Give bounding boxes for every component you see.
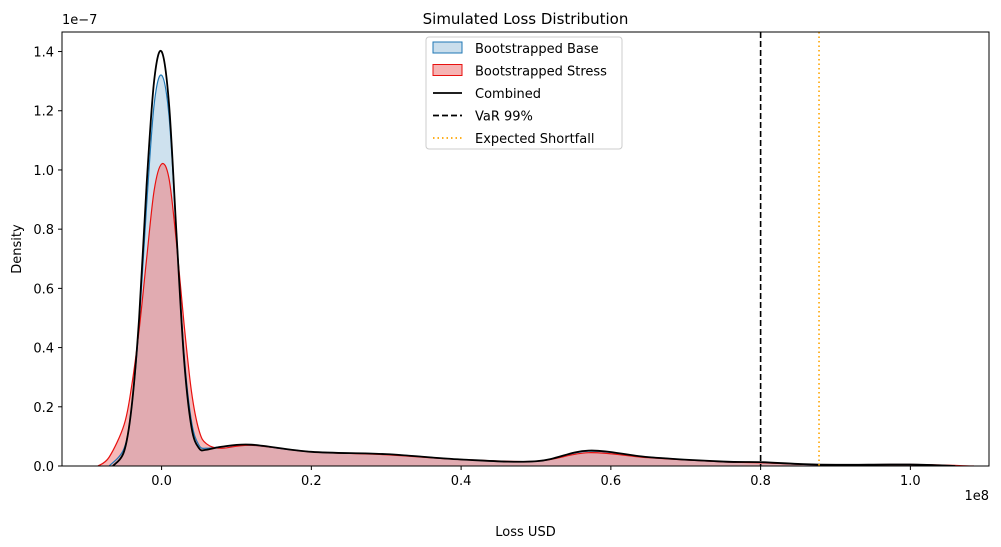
x-tick-label: 0.6 bbox=[601, 474, 622, 489]
x-tick-label: 0.8 bbox=[750, 474, 771, 489]
legend-swatch bbox=[432, 64, 463, 76]
y-tick-label: 0.6 bbox=[33, 282, 54, 297]
y-tick-label: 1.2 bbox=[33, 105, 54, 120]
line-bootstrapped-stress bbox=[97, 162, 975, 466]
x-tick-label: 0.2 bbox=[301, 474, 322, 489]
x-tick-label: 0.4 bbox=[451, 474, 472, 489]
line-combined bbox=[112, 49, 956, 466]
x-tick-label: 0.0 bbox=[151, 474, 172, 489]
legend-label: Expected Shortfall bbox=[475, 132, 594, 147]
y-tick-label: 1.0 bbox=[33, 164, 54, 179]
legend-swatch bbox=[432, 41, 463, 54]
y-tick-label: 0.8 bbox=[33, 223, 54, 238]
x-tick-label: 1.0 bbox=[900, 474, 921, 489]
legend-label: Combined bbox=[475, 87, 541, 102]
y-tick-label: 0.4 bbox=[33, 342, 54, 357]
legend-label: Bootstrapped Stress bbox=[475, 65, 607, 80]
y-tick-label: 1.4 bbox=[33, 46, 54, 61]
y-axis-label: Density bbox=[10, 224, 25, 274]
x-scale-label: 1e8 bbox=[964, 489, 989, 504]
y-tick-label: 0.0 bbox=[33, 460, 54, 475]
legend-item-bootstrapped-stress: Bootstrapped Stress bbox=[432, 64, 607, 80]
chart-title: Simulated Loss Distribution bbox=[423, 10, 629, 28]
legend-item-expected-shortfall: Expected Shortfall bbox=[433, 132, 594, 147]
x-axis-label: Loss USD bbox=[495, 525, 555, 540]
legend-item-bootstrapped-base: Bootstrapped Base bbox=[432, 41, 599, 57]
area-bootstrapped-stress bbox=[97, 163, 975, 466]
legend-item-combined: Combined bbox=[433, 87, 541, 102]
y-tick-label: 0.2 bbox=[33, 401, 54, 416]
legend-item-var-99: VaR 99% bbox=[433, 110, 533, 125]
legend-label: Bootstrapped Base bbox=[475, 42, 599, 57]
legend-label: VaR 99% bbox=[475, 110, 533, 125]
legend: Bootstrapped Base Bootstrapped Stress Comb… bbox=[425, 36, 623, 150]
legend-frame bbox=[425, 36, 623, 150]
y-scale-label: 1e−7 bbox=[62, 13, 97, 28]
plot-frame bbox=[61, 31, 990, 467]
